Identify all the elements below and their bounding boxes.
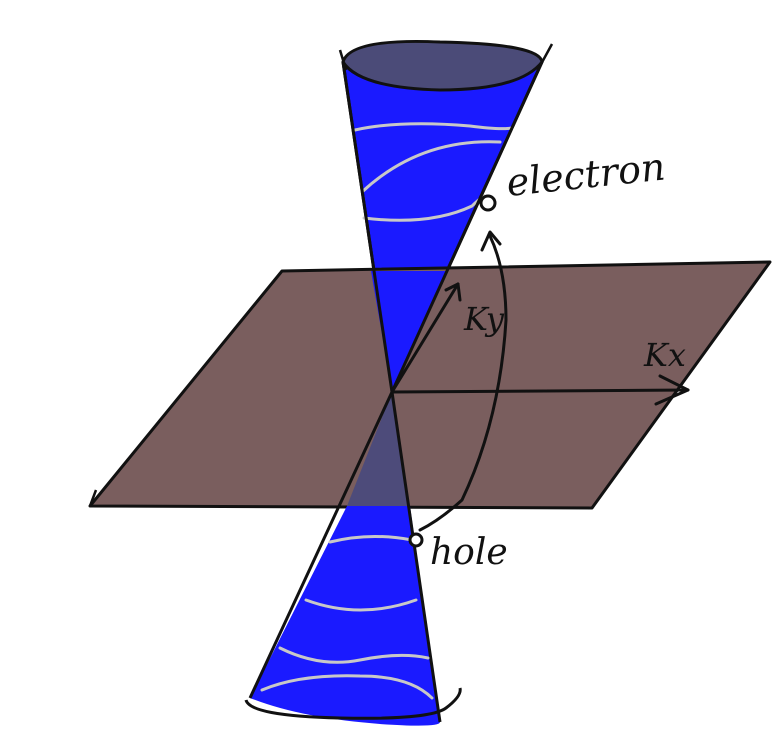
upper-cone-right-edge bbox=[390, 61, 544, 393]
ky-arrowhead bbox=[444, 282, 462, 302]
lower-ring-3 bbox=[278, 646, 430, 664]
lower-cone-left-edge bbox=[248, 391, 394, 699]
upper-ring-2 bbox=[360, 140, 502, 194]
excitation-arrowhead bbox=[480, 230, 502, 252]
k-plane bbox=[88, 260, 772, 510]
upper-cone-left-edge bbox=[341, 61, 394, 393]
lower-ring-2 bbox=[304, 598, 418, 612]
ky-axis bbox=[390, 282, 460, 394]
kx-arrowhead bbox=[654, 374, 690, 406]
kx-axis bbox=[390, 388, 690, 394]
hole-marker bbox=[408, 532, 424, 548]
lower-cone-bottom-rim bbox=[244, 687, 462, 720]
axes bbox=[390, 282, 690, 406]
lower-cone-rings bbox=[260, 534, 434, 700]
excitation-arrow bbox=[418, 234, 508, 532]
k-plane-corner-mark bbox=[88, 489, 98, 507]
kx-label: Kx bbox=[643, 336, 686, 374]
hole-label: hole bbox=[430, 532, 508, 573]
lower-cone bbox=[250, 506, 440, 726]
ky-label: Ky bbox=[463, 300, 505, 338]
lower-cone-under-plane bbox=[347, 392, 410, 506]
electron-marker bbox=[479, 194, 497, 212]
lower-cone-right-edge bbox=[390, 391, 442, 723]
upper-ring-1 bbox=[353, 122, 514, 132]
lower-ring-1 bbox=[328, 534, 414, 544]
lower-ring-4 bbox=[260, 674, 434, 700]
electron-label: electron bbox=[504, 145, 667, 205]
upper-cone-over-plane bbox=[371, 271, 447, 392]
